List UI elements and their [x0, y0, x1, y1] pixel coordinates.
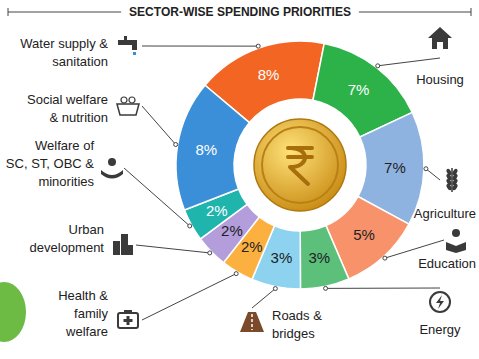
category-line: Education [418, 256, 476, 271]
category-line: Social welfare [27, 92, 108, 107]
leader-dot [424, 167, 428, 171]
data-label: 8% [258, 66, 280, 83]
leader-line [378, 58, 440, 66]
icon [118, 36, 137, 55]
title-rule [8, 8, 9, 16]
category-label: Housing [416, 72, 464, 87]
leaders [124, 44, 444, 320]
category-line: Roads & [272, 308, 322, 323]
coin [236, 101, 364, 229]
category-line: minorities [38, 174, 94, 189]
chart-root: SECTOR-WISE SPENDING PRIORITIES 8% Water s… [0, 0, 479, 359]
coin-body [254, 119, 346, 211]
icon [446, 168, 459, 192]
labels: 8% Water supply & sanitation 7% Housing 7% Agr… [6, 36, 476, 341]
category-line: sanitation [52, 54, 108, 69]
coin-backdrop [236, 101, 364, 229]
category-line: Agriculture [414, 206, 476, 221]
category-label: Roads & bridges [272, 308, 322, 341]
category-label: Urban development [30, 222, 105, 255]
leader-line [142, 106, 176, 145]
data-label: 2% [241, 238, 263, 255]
leader-dot [324, 286, 328, 290]
category-line: Health & [58, 288, 108, 303]
slice [300, 226, 349, 289]
data-label: 7% [384, 159, 406, 176]
coin-symbol [288, 148, 312, 184]
data-label: 8% [195, 141, 217, 158]
category-line: development [30, 240, 105, 255]
leader-dot [188, 224, 192, 228]
data-label: 3% [271, 249, 293, 266]
category-line: bridges [272, 326, 315, 341]
category-label: Water supply & sanitation [20, 36, 108, 69]
leader-dot [383, 256, 387, 260]
leader-line [426, 169, 440, 180]
category-line: Housing [416, 72, 464, 87]
category-line: family [74, 306, 108, 321]
leader-line [136, 245, 210, 253]
background [0, 0, 479, 359]
leader-line [326, 288, 440, 289]
slices [176, 41, 424, 289]
data-label: 2% [221, 222, 243, 239]
category-label: Education [418, 256, 476, 271]
coin-rim [262, 127, 338, 203]
category-line: Welfare of [35, 138, 94, 153]
icon [117, 97, 139, 115]
leader-dot [174, 143, 178, 147]
category-label: Welfare of SC, ST, OBC & minorities [6, 138, 95, 189]
category-label: Agriculture [414, 206, 476, 221]
category-line: & nutrition [49, 110, 108, 125]
icon [446, 229, 466, 253]
icon [430, 292, 450, 312]
icon [101, 158, 123, 179]
category-label: Social welfare & nutrition [27, 92, 108, 125]
data-label: 5% [353, 226, 375, 243]
category-line: SC, ST, OBC & [6, 156, 94, 171]
icon [240, 312, 264, 332]
leader-dot [234, 272, 238, 276]
icon [118, 310, 138, 328]
title-rule [471, 8, 472, 16]
leader-line [142, 46, 258, 47]
leader-line [142, 274, 236, 320]
category-line: Energy [419, 322, 461, 337]
category-line: welfare [65, 324, 108, 339]
leader-line [252, 289, 275, 308]
category-label: Energy [419, 322, 461, 337]
icon [428, 27, 452, 49]
title-rule [8, 12, 121, 13]
icon [113, 234, 133, 255]
category-line: Urban [69, 222, 104, 237]
leader-dot [376, 64, 380, 68]
category-line: Water supply & [20, 36, 108, 51]
leader-dot [273, 287, 277, 291]
leader-dot [256, 44, 260, 48]
leader-line [124, 168, 190, 226]
decoration [0, 282, 26, 342]
title-rule [359, 12, 471, 13]
data-label: 7% [348, 81, 370, 98]
category-label: Health & family welfare [58, 288, 108, 339]
leader-dot [208, 251, 212, 255]
data-label: 3% [308, 249, 330, 266]
data-label: 2% [206, 202, 228, 219]
title: SECTOR-WISE SPENDING PRIORITIES [129, 5, 351, 19]
